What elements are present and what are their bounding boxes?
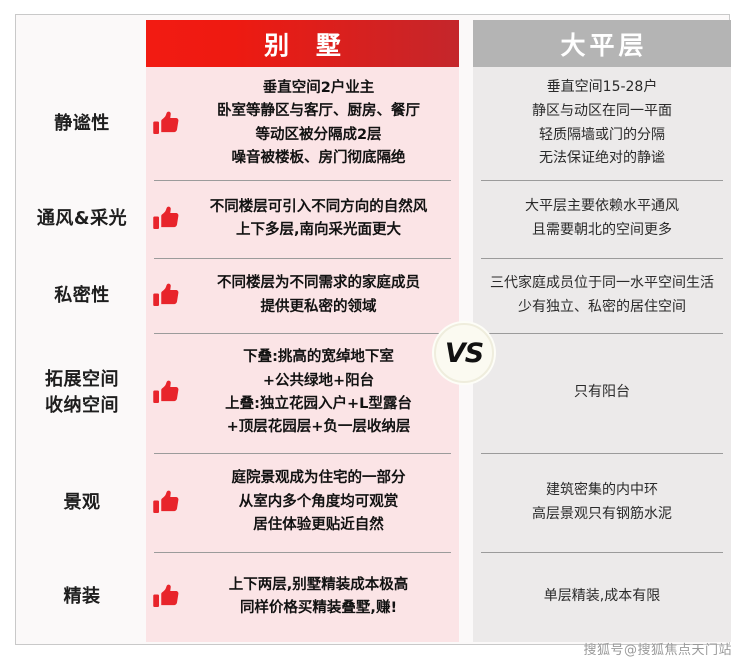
column-header-flat: 大平层 — [473, 20, 731, 67]
flat-cell-text: 建筑密集的内中环 高层景观只有钢筋水泥 — [532, 481, 672, 522]
thumbs-up-icon — [150, 281, 184, 311]
row-label-text: 通风&采光 — [36, 208, 128, 230]
villa-cell-text: 不同楼层为不同需求的家庭成员 提供更私密的领域 — [217, 275, 420, 315]
row-label-text: 静谧性 — [54, 112, 110, 134]
flat-column: 垂直空间15-28户 静区与动区在同一平面 轻质隔墙或门的分隔 无法保证绝对的静… — [473, 67, 731, 642]
row-label-text: 精装 — [63, 586, 101, 608]
villa-cell-text: 不同楼层可引入不同方向的自然风 上下多层,南向采光面更大 — [209, 198, 428, 238]
villa-cell: 庭院景观成为住宅的一部分 从室内多个角度均可观赏 居住体验更贴近自然 — [146, 453, 459, 552]
thumbs-up-icon — [150, 582, 184, 612]
flat-cell: 只有阳台 — [473, 333, 731, 453]
villa-cell: 不同楼层为不同需求的家庭成员 提供更私密的领域 — [146, 258, 459, 333]
flat-cell: 建筑密集的内中环 高层景观只有钢筋水泥 — [473, 453, 731, 552]
row-label-cell: 景观 — [18, 453, 146, 552]
villa-column: 垂直空间2户业主 卧室等静区与客厅、厨房、餐厅 等动区被分隔成2层 噪音被楼板、… — [146, 67, 459, 642]
flat-cell-text: 大平层主要依赖水平通风 且需要朝北的空间更多 — [525, 198, 679, 238]
header-label-spacer — [18, 20, 146, 67]
villa-cell-text: 庭院景观成为住宅的一部分 从室内多个角度均可观赏 居住体验更贴近自然 — [231, 470, 406, 534]
flat-cell: 单层精装,成本有限 — [473, 552, 731, 642]
flat-cell-text: 垂直空间15-28户 静区与动区在同一平面 轻质隔墙或门的分隔 无法保证绝对的静… — [532, 79, 672, 167]
villa-cell-text: 下叠:挑高的宽绰地下室 +公共绿地+阳台 上叠:独立花园入户+L型露台 +顶层花… — [225, 349, 412, 436]
vs-badge-text: VS — [444, 337, 484, 369]
villa-cell-text: 垂直空间2户业主 卧室等静区与客厅、厨房、餐厅 等动区被分隔成2层 噪音被楼板、… — [217, 79, 420, 166]
row-label-cell: 拓展空间 收纳空间 — [18, 333, 146, 453]
flat-cell-text: 三代家庭成员位于同一水平空间生活 少有独立、私密的居住空间 — [490, 274, 714, 315]
villa-cell-text: 上下两层,别墅精装成本极高 同样价格买精装叠墅,赚! — [228, 576, 409, 616]
villa-cell: 上下两层,别墅精装成本极高 同样价格买精装叠墅,赚! — [146, 552, 459, 642]
thumbs-up-icon — [150, 109, 184, 139]
row-label-cell: 静谧性 — [18, 67, 146, 180]
comparison-card: 别 墅 大平层 静谧性 通风&采光 私密性 拓展空间 收纳空间 景观 精装 — [15, 14, 731, 645]
row-label-text: 拓展空间 收纳空间 — [45, 369, 119, 416]
label-column: 静谧性 通风&采光 私密性 拓展空间 收纳空间 景观 精装 — [18, 67, 146, 642]
flat-cell: 垂直空间15-28户 静区与动区在同一平面 轻质隔墙或门的分隔 无法保证绝对的静… — [473, 67, 731, 180]
thumbs-up-icon — [150, 488, 184, 518]
thumbs-up-icon — [150, 378, 184, 408]
flat-cell: 三代家庭成员位于同一水平空间生活 少有独立、私密的居住空间 — [473, 258, 731, 333]
header-column-gap — [459, 20, 473, 67]
row-label-text: 私密性 — [54, 284, 110, 306]
row-label-cell: 私密性 — [18, 258, 146, 333]
flat-cell-text: 单层精装,成本有限 — [543, 588, 661, 605]
thumbs-up-icon — [150, 204, 184, 234]
vs-badge: VS — [434, 323, 494, 383]
villa-cell: 下叠:挑高的宽绰地下室 +公共绿地+阳台 上叠:独立花园入户+L型露台 +顶层花… — [146, 333, 459, 453]
column-header-villa: 别 墅 — [146, 20, 459, 67]
row-label-cell: 通风&采光 — [18, 180, 146, 258]
flat-cell: 大平层主要依赖水平通风 且需要朝北的空间更多 — [473, 180, 731, 258]
villa-cell: 垂直空间2户业主 卧室等静区与客厅、厨房、餐厅 等动区被分隔成2层 噪音被楼板、… — [146, 67, 459, 180]
flat-cell-text: 只有阳台 — [574, 384, 630, 401]
comparison-grid: 别 墅 大平层 静谧性 通风&采光 私密性 拓展空间 收纳空间 景观 精装 — [16, 15, 731, 644]
villa-cell: 不同楼层可引入不同方向的自然风 上下多层,南向采光面更大 — [146, 180, 459, 258]
row-label-cell: 精装 — [18, 552, 146, 642]
watermark: 搜狐号@搜狐焦点天门站 — [583, 643, 732, 658]
row-label-text: 景观 — [63, 491, 101, 513]
